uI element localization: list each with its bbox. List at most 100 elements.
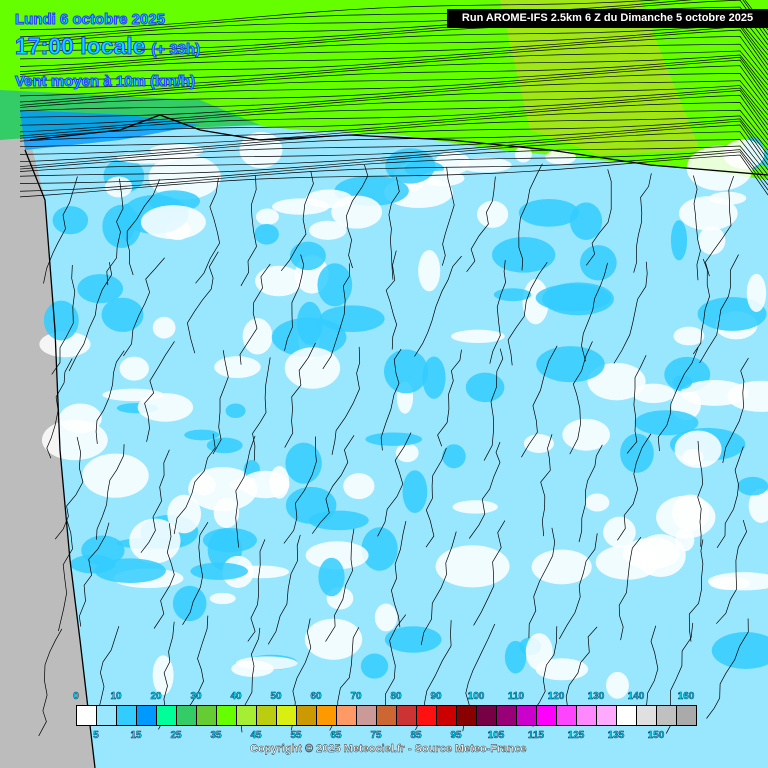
streamline: [140, 449, 170, 553]
lead-time: (+ 33h): [151, 41, 201, 59]
legend-top-label: 60: [310, 691, 322, 703]
streamline: [123, 257, 165, 357]
legend-top-label: 30: [190, 691, 202, 703]
streamline: [521, 345, 558, 458]
streamline: [19, 0, 768, 31]
streamline: [19, 23, 768, 61]
legend-top-label: 110: [507, 691, 525, 703]
wind-patch: [711, 632, 768, 669]
legend-top-label: 100: [467, 691, 485, 703]
wind-patch: [152, 655, 174, 695]
wind-patch: [137, 393, 194, 422]
wind-patch: [672, 375, 693, 390]
streamline: [51, 264, 76, 375]
legend-swatch: [237, 706, 257, 725]
streamline: [252, 357, 271, 461]
streamline: [144, 341, 175, 442]
streamline: [425, 448, 447, 548]
legend-swatch: [617, 706, 637, 725]
streamline: [19, 120, 768, 163]
streamline: [722, 357, 749, 463]
sea-wind-yellow: [500, 0, 700, 155]
wind-patch: [748, 488, 768, 523]
streamline: [706, 618, 749, 719]
wind-patch: [465, 372, 505, 403]
wind-patch: [39, 331, 91, 358]
streamline: [633, 173, 652, 273]
streamline: [182, 521, 209, 625]
streamline: [239, 263, 271, 365]
wind-patch: [304, 618, 363, 660]
wind-patch: [209, 592, 236, 605]
legend-swatch: [357, 706, 377, 725]
streamline: [19, 149, 768, 186]
wind-patch: [395, 443, 419, 463]
legend-swatch: [517, 706, 537, 725]
legend-top-label: 20: [150, 691, 162, 703]
streamline: [312, 435, 355, 534]
wind-patch: [634, 410, 699, 436]
streamline: [43, 176, 78, 284]
legend-bottom-label: 35: [210, 730, 222, 742]
streamline: [19, 59, 768, 103]
legend-bottom-label: 45: [250, 730, 262, 742]
legend-bottom-label: 5: [93, 730, 99, 742]
wind-patch: [77, 274, 124, 304]
copyright: Copyright © 2025 Meteociel.fr - Source M…: [250, 743, 527, 755]
wind-patch: [119, 356, 149, 381]
wind-patch: [384, 626, 442, 653]
wind-patch: [285, 442, 322, 484]
streamline: [693, 175, 701, 281]
wind-patch: [656, 495, 716, 539]
wind-patch: [192, 474, 216, 496]
wind-patch: [43, 300, 79, 341]
streamline: [126, 179, 161, 276]
wind-patch: [365, 432, 423, 446]
wind-patch: [680, 380, 749, 406]
streamline: [38, 628, 63, 737]
streamline: [507, 262, 548, 366]
streamline: [181, 615, 209, 715]
legend-swatch: [97, 706, 117, 725]
legend-top-label: 130: [587, 691, 605, 703]
wind-patch: [360, 653, 389, 679]
legend-top-label: 90: [430, 691, 442, 703]
streamline: [528, 527, 556, 639]
wind-patch: [152, 316, 176, 339]
streamline: [705, 175, 735, 277]
legend-swatch: [257, 706, 277, 725]
wind-patch: [242, 318, 273, 355]
streamline: [19, 115, 768, 151]
legend-swatch: [657, 706, 677, 725]
streamline: [377, 432, 412, 537]
wind-patch: [531, 549, 592, 585]
wind-patch: [737, 476, 768, 496]
streamline: [331, 346, 361, 455]
streamline: [19, 65, 768, 106]
streamline: [688, 539, 704, 642]
wind-patch: [383, 349, 429, 394]
streamline: [441, 167, 455, 266]
wind-patch: [82, 453, 149, 498]
streamline: [483, 348, 504, 461]
legend-bottom-label: 25: [170, 730, 182, 742]
streamline: [19, 72, 768, 111]
wind-patch: [361, 527, 398, 571]
streamline: [19, 26, 768, 67]
streamline: [473, 520, 506, 626]
streamline: [325, 528, 355, 642]
streamline: [384, 614, 407, 724]
wind-patch: [491, 236, 556, 273]
streamline: [235, 435, 256, 548]
wind-patch: [536, 346, 605, 383]
streamline: [19, 0, 768, 38]
streamline: [19, 90, 768, 133]
streamline: [540, 434, 553, 537]
wind-patch: [579, 245, 617, 281]
streamline: [247, 539, 266, 642]
streamline: [96, 444, 125, 540]
wind-patch: [254, 223, 279, 245]
streamline: [19, 154, 768, 198]
wind-patch: [240, 470, 290, 499]
